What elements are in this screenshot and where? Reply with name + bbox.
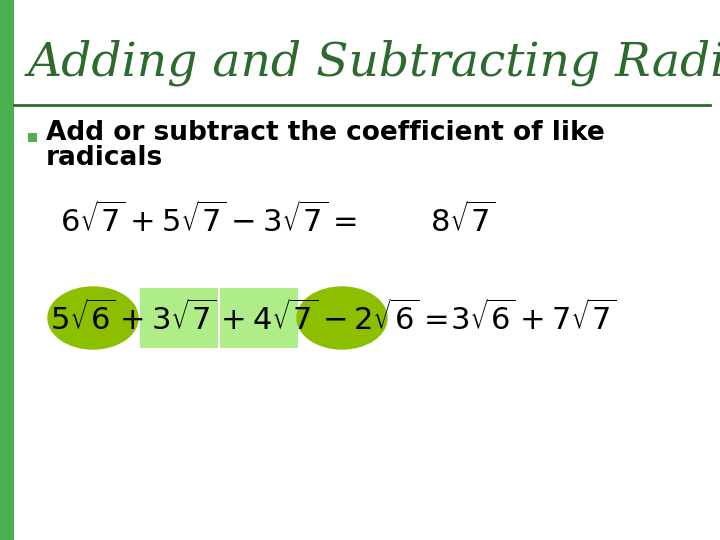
Text: radicals: radicals — [46, 145, 163, 171]
Text: $5\sqrt{6}+3\sqrt{7}+4\sqrt{7}-2\sqrt{6}=$: $5\sqrt{6}+3\sqrt{7}+4\sqrt{7}-2\sqrt{6}… — [50, 300, 448, 336]
Ellipse shape — [297, 287, 387, 349]
Bar — [28, 133, 37, 142]
Text: $6\sqrt{7}+5\sqrt{7}-3\sqrt{7}=$: $6\sqrt{7}+5\sqrt{7}-3\sqrt{7}=$ — [60, 202, 356, 238]
Bar — [0, 0, 14, 540]
Text: Adding and Subtracting Radicals: Adding and Subtracting Radicals — [28, 40, 720, 86]
Text: $3\sqrt{6}+7\sqrt{7}$: $3\sqrt{6}+7\sqrt{7}$ — [450, 300, 617, 336]
Text: Add or subtract the coefficient of like: Add or subtract the coefficient of like — [46, 120, 605, 146]
Ellipse shape — [48, 287, 138, 349]
Text: $8\sqrt{7}$: $8\sqrt{7}$ — [430, 202, 496, 238]
Bar — [140, 288, 218, 348]
Bar — [220, 288, 298, 348]
